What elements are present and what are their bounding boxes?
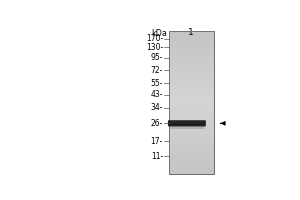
- Bar: [169, 158, 214, 160]
- Bar: [169, 140, 214, 142]
- Bar: [169, 31, 214, 174]
- Bar: [169, 135, 214, 137]
- Bar: [169, 86, 214, 88]
- Bar: [169, 61, 214, 63]
- Bar: [169, 74, 214, 76]
- FancyBboxPatch shape: [168, 120, 206, 126]
- Bar: [169, 79, 214, 81]
- Bar: [169, 47, 214, 49]
- Bar: [169, 51, 214, 52]
- Bar: [169, 153, 214, 154]
- Bar: [169, 58, 214, 60]
- Bar: [169, 167, 214, 169]
- Text: 130-: 130-: [146, 43, 163, 52]
- Bar: [169, 97, 214, 99]
- Text: 55-: 55-: [151, 79, 163, 88]
- Bar: [169, 49, 214, 51]
- Bar: [169, 31, 214, 174]
- Bar: [169, 76, 214, 77]
- Text: 17-: 17-: [151, 137, 163, 146]
- Bar: [169, 151, 214, 153]
- Text: 43-: 43-: [151, 90, 163, 99]
- Bar: [169, 160, 214, 162]
- Bar: [169, 92, 214, 94]
- Bar: [169, 60, 214, 61]
- Bar: [169, 31, 214, 33]
- Bar: [169, 111, 214, 113]
- Bar: [169, 54, 214, 56]
- Bar: [169, 156, 214, 158]
- Bar: [169, 110, 214, 111]
- Text: 1: 1: [188, 28, 194, 37]
- Bar: [169, 81, 214, 83]
- Bar: [169, 35, 214, 36]
- Bar: [169, 45, 214, 47]
- Bar: [169, 147, 214, 149]
- Bar: [169, 108, 214, 110]
- Bar: [169, 77, 214, 79]
- Bar: [169, 171, 214, 172]
- Bar: [169, 33, 214, 35]
- Bar: [169, 146, 214, 147]
- Bar: [169, 103, 214, 104]
- Text: 72-: 72-: [151, 66, 163, 75]
- Bar: [169, 131, 214, 133]
- Bar: [169, 165, 214, 167]
- Text: 170-: 170-: [146, 34, 163, 43]
- Bar: [169, 52, 214, 54]
- Bar: [169, 65, 214, 67]
- Bar: [169, 162, 214, 163]
- Bar: [169, 117, 214, 119]
- Bar: [169, 149, 214, 151]
- Bar: [169, 88, 214, 90]
- Bar: [169, 126, 214, 128]
- Bar: [169, 99, 214, 101]
- Text: 26-: 26-: [151, 119, 163, 128]
- Bar: [169, 36, 214, 38]
- Text: 34-: 34-: [151, 103, 163, 112]
- Text: 11-: 11-: [151, 152, 163, 161]
- Bar: [169, 163, 214, 165]
- Bar: [169, 85, 214, 86]
- Bar: [169, 43, 214, 45]
- Bar: [169, 138, 214, 140]
- Bar: [169, 104, 214, 106]
- Bar: [169, 106, 214, 108]
- Bar: [169, 128, 214, 129]
- Bar: [169, 94, 214, 95]
- Text: 95-: 95-: [151, 53, 163, 62]
- Bar: [169, 56, 214, 58]
- Bar: [169, 172, 214, 174]
- Bar: [169, 119, 214, 120]
- Bar: [169, 115, 214, 117]
- Bar: [169, 169, 214, 171]
- Bar: [169, 120, 214, 122]
- Bar: [169, 133, 214, 135]
- Bar: [169, 90, 214, 92]
- Bar: [169, 69, 214, 70]
- Bar: [169, 95, 214, 97]
- Bar: [169, 70, 214, 72]
- Bar: [169, 129, 214, 131]
- Text: kDa: kDa: [152, 29, 167, 38]
- Bar: [169, 63, 214, 65]
- Bar: [169, 144, 214, 146]
- Bar: [169, 142, 214, 144]
- Bar: [169, 101, 214, 103]
- Bar: [169, 83, 214, 85]
- Bar: [169, 137, 214, 138]
- Bar: [169, 122, 214, 124]
- Bar: [169, 124, 214, 126]
- Bar: [169, 42, 214, 43]
- Bar: [169, 40, 214, 42]
- Bar: [169, 38, 214, 40]
- FancyBboxPatch shape: [169, 121, 204, 124]
- Bar: [169, 67, 214, 69]
- Bar: [169, 72, 214, 74]
- Bar: [169, 154, 214, 156]
- Bar: [169, 113, 214, 115]
- FancyBboxPatch shape: [169, 126, 204, 129]
